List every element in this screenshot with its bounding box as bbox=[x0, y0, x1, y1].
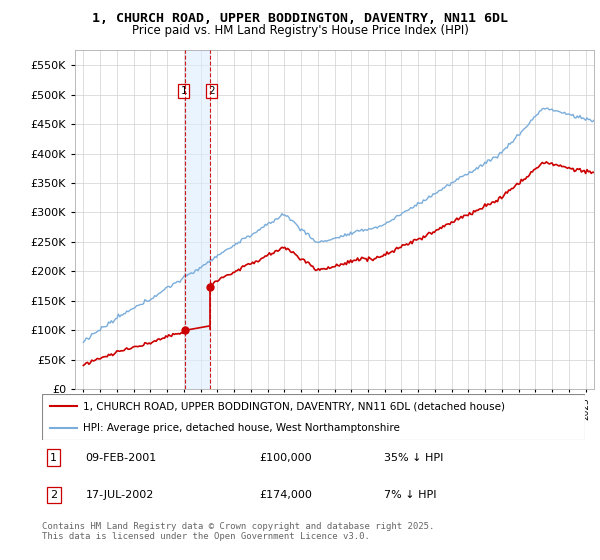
Text: 7% ↓ HPI: 7% ↓ HPI bbox=[384, 490, 437, 500]
Text: £100,000: £100,000 bbox=[259, 453, 312, 463]
Text: Contains HM Land Registry data © Crown copyright and database right 2025.
This d: Contains HM Land Registry data © Crown c… bbox=[42, 522, 434, 542]
Text: 2: 2 bbox=[208, 86, 215, 96]
Text: 1, CHURCH ROAD, UPPER BODDINGTON, DAVENTRY, NN11 6DL: 1, CHURCH ROAD, UPPER BODDINGTON, DAVENT… bbox=[92, 12, 508, 25]
Text: HPI: Average price, detached house, West Northamptonshire: HPI: Average price, detached house, West… bbox=[83, 423, 400, 433]
Text: 09-FEB-2001: 09-FEB-2001 bbox=[85, 453, 157, 463]
Text: 2: 2 bbox=[50, 490, 57, 500]
Text: 1, CHURCH ROAD, UPPER BODDINGTON, DAVENTRY, NN11 6DL (detached house): 1, CHURCH ROAD, UPPER BODDINGTON, DAVENT… bbox=[83, 401, 505, 411]
Text: 17-JUL-2002: 17-JUL-2002 bbox=[85, 490, 154, 500]
Bar bbox=[185, 50, 209, 389]
Text: 1: 1 bbox=[50, 453, 57, 463]
Text: 35% ↓ HPI: 35% ↓ HPI bbox=[384, 453, 443, 463]
Text: Price paid vs. HM Land Registry's House Price Index (HPI): Price paid vs. HM Land Registry's House … bbox=[131, 24, 469, 37]
FancyBboxPatch shape bbox=[42, 394, 585, 440]
Text: 1: 1 bbox=[181, 86, 187, 96]
Text: £174,000: £174,000 bbox=[259, 490, 312, 500]
